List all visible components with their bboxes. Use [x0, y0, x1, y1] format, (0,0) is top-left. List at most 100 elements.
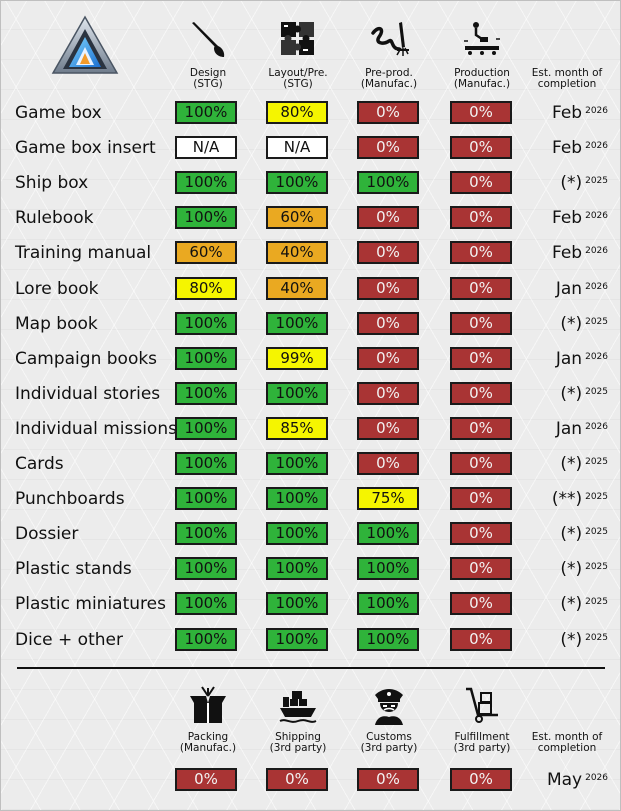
est-year: 2025 [585, 176, 608, 186]
status-cell: 0% [357, 136, 419, 159]
status-cell: 0% [450, 206, 512, 229]
row-label: Individual stories [15, 384, 161, 404]
status-cell: 100% [175, 522, 237, 545]
est-month-value: (*) [560, 594, 583, 614]
status-cell: 100% [357, 592, 419, 615]
status-cell: 0% [450, 522, 512, 545]
est-year: 2025 [585, 562, 608, 572]
est-year: 2025 [585, 457, 608, 467]
status-cell: 0% [266, 768, 328, 791]
est-year: 2026 [585, 246, 608, 256]
est-month-value: Feb [551, 208, 583, 228]
row-label: Game box [15, 103, 102, 123]
header-production: Production (Manufac.) [427, 68, 537, 90]
status-cell: 0% [450, 382, 512, 405]
header-line2: (STG) [283, 78, 313, 90]
status-cell: 100% [266, 452, 328, 475]
triangle-logo-icon [51, 15, 119, 74]
header-line2: (3rd party) [269, 742, 327, 754]
est-month-value: May [546, 770, 583, 790]
est-month: Feb 2026 [530, 241, 608, 265]
header-line1: Production [454, 67, 510, 79]
est-month-value: (*) [560, 454, 583, 474]
status-cell: 0% [175, 768, 237, 791]
row-label: Punchboards [15, 489, 125, 509]
header-line1: Layout/Pre. [268, 67, 328, 79]
status-cell: 0% [450, 136, 512, 159]
header-line2: completion [537, 78, 597, 90]
status-cell: 100% [175, 171, 237, 194]
status-cell: 0% [357, 452, 419, 475]
est-month-value: (*) [560, 524, 583, 544]
status-cell: 100% [175, 312, 237, 335]
status-cell: 100% [175, 452, 237, 475]
est-month: (**) 2025 [530, 487, 608, 511]
status-cell: 100% [357, 522, 419, 545]
status-cell: 80% [175, 277, 237, 300]
header-line2: (Manufac.) [453, 78, 511, 90]
header-fulfillment: Fulfillment (3rd party) [427, 732, 537, 754]
est-year: 2026 [585, 422, 608, 432]
est-year: 2025 [585, 527, 608, 537]
status-cell: 0% [450, 487, 512, 510]
status-cell: 0% [450, 101, 512, 124]
est-year: 2025 [585, 597, 608, 607]
header-line2: (3rd party) [360, 742, 418, 754]
row-label: Game box insert [15, 138, 156, 158]
status-cell: N/A [175, 136, 237, 159]
est-year: 2026 [585, 106, 608, 116]
status-cell: 0% [357, 241, 419, 264]
header-design: Design (STG) [153, 68, 263, 90]
est-year: 2025 [585, 492, 608, 502]
status-cell: 60% [175, 241, 237, 264]
est-month: (*) 2025 [530, 452, 608, 476]
status-cell: 100% [266, 312, 328, 335]
status-cell: 80% [266, 101, 328, 124]
est-month-value: Feb [551, 103, 583, 123]
header-line2: (STG) [193, 78, 223, 90]
est-month: (*) 2025 [530, 171, 608, 195]
row-label: Plastic miniatures [15, 594, 166, 614]
package-icon [186, 685, 230, 725]
est-month: Jan 2026 [530, 347, 608, 371]
est-month-value: Jan [555, 419, 583, 439]
status-cell: 100% [175, 557, 237, 580]
est-year: 2026 [585, 141, 608, 151]
header-layout: Layout/Pre. (STG) [243, 68, 353, 90]
est-month: (*) 2025 [530, 522, 608, 546]
status-cell: 0% [357, 101, 419, 124]
puzzle-icon [276, 19, 320, 59]
est-year: 2026 [585, 211, 608, 221]
header-line1: Est. month of [531, 67, 603, 79]
est-month-value: (*) [560, 630, 583, 650]
header-line1: Customs [366, 731, 412, 743]
est-month-value: (*) [560, 384, 583, 404]
status-cell: N/A [266, 136, 328, 159]
header-line1: Pre-prod. [365, 67, 413, 79]
header-est-month-bottom: Est. month of completion [517, 732, 617, 754]
est-month-value: (*) [560, 559, 583, 579]
status-cell: 100% [266, 487, 328, 510]
status-cell: 100% [357, 628, 419, 651]
est-year: 2025 [585, 633, 608, 643]
est-month: Feb 2026 [530, 136, 608, 160]
est-month-value: (*) [560, 173, 583, 193]
status-cell: 0% [450, 628, 512, 651]
status-cell: 100% [175, 592, 237, 615]
header-line1: Shipping [275, 731, 321, 743]
status-cell: 100% [175, 628, 237, 651]
est-month: (*) 2025 [530, 592, 608, 616]
status-cell: 0% [450, 768, 512, 791]
status-cell: 40% [266, 277, 328, 300]
est-month: May 2026 [530, 768, 608, 792]
section-divider [17, 667, 605, 669]
status-cell: 100% [266, 522, 328, 545]
header-line1: Design [189, 67, 227, 79]
est-month-value: Jan [555, 349, 583, 369]
est-month-value: Jan [555, 279, 583, 299]
est-month-value: (*) [560, 314, 583, 334]
header-customs: Customs (3rd party) [334, 732, 444, 754]
row-label: Dossier [15, 524, 79, 544]
est-year: 2026 [585, 352, 608, 362]
